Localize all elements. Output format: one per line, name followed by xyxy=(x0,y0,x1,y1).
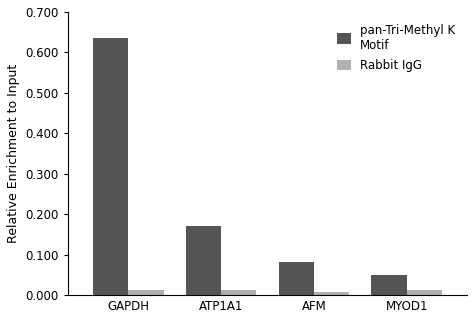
Bar xyxy=(221,290,256,295)
Bar xyxy=(314,292,349,295)
Bar xyxy=(186,227,221,295)
Legend: pan-Tri-Methyl K
Motif, Rabbit IgG: pan-Tri-Methyl K Motif, Rabbit IgG xyxy=(330,18,461,78)
Bar xyxy=(372,275,407,295)
Y-axis label: Relative Enrichment to Input: Relative Enrichment to Input xyxy=(7,64,20,243)
Bar xyxy=(93,38,128,295)
Bar xyxy=(407,290,442,295)
Bar xyxy=(128,290,164,295)
Bar xyxy=(279,262,314,295)
